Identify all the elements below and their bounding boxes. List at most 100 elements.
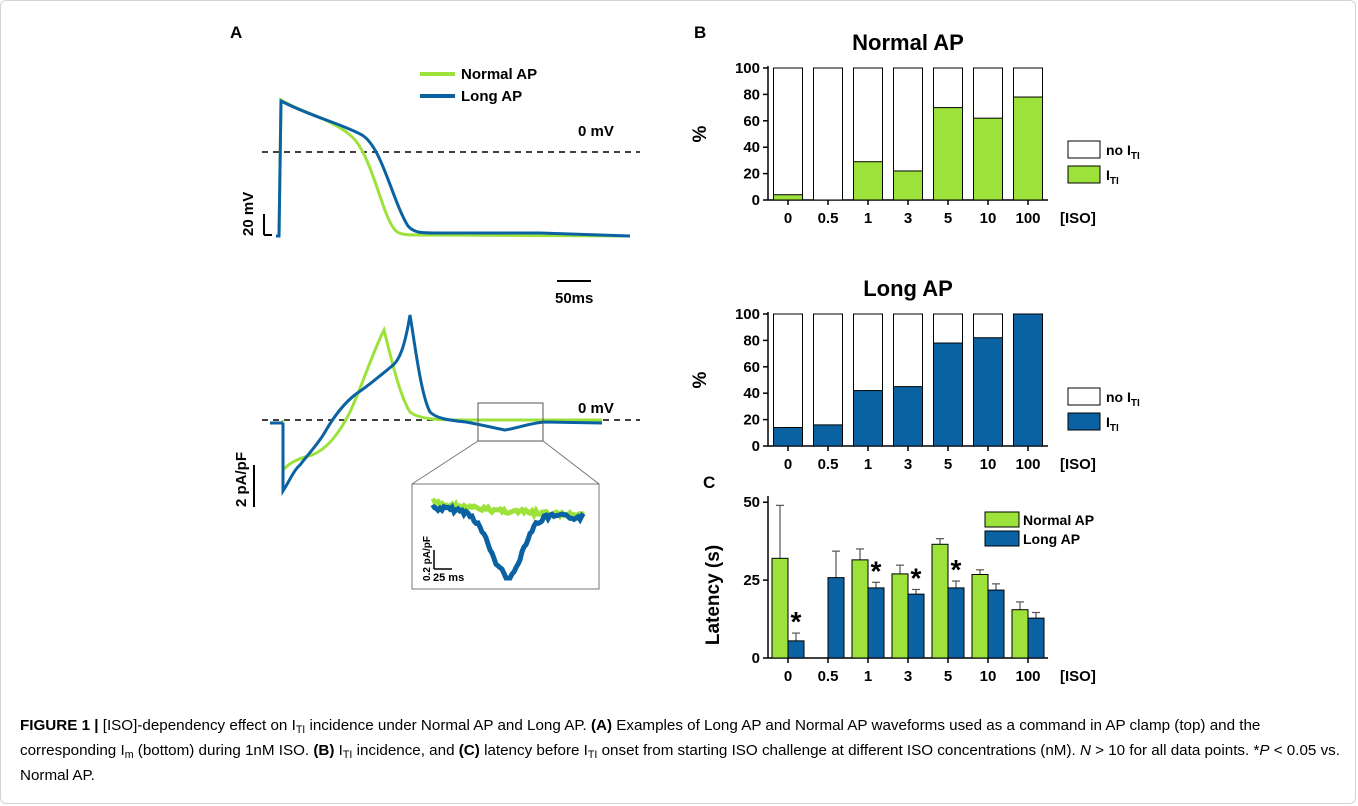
x-tick-label: 1 [864, 210, 872, 227]
x-tick-label: 3 [904, 210, 912, 227]
caption-text: onset from starting ISO challenge at dif… [597, 742, 1080, 759]
x-tick-label: 0.5 [818, 668, 839, 685]
voltage-scale-label: 20 mV [240, 192, 257, 236]
y-tick-label: 40 [743, 385, 760, 402]
bar-iti [773, 194, 803, 201]
caption-text: Examples of Long AP and Normal AP wavefo… [20, 717, 1261, 759]
significance-star: * [911, 562, 922, 593]
bar-iti [1013, 96, 1043, 201]
bar-iti [853, 161, 883, 201]
caption-fig-label: FIGURE 1 | [20, 717, 99, 734]
inset-long-trace [430, 502, 586, 581]
caption-panel-ref: (C) [458, 742, 480, 759]
caption-text: < 0.05 vs. Normal AP. [20, 742, 1340, 784]
x-tick-label: 3 [904, 668, 912, 685]
inset-current-scale-label: 0.2 pA/pF [422, 536, 433, 581]
significance-star: * [791, 606, 802, 637]
significance-star: * [871, 555, 882, 586]
x-tick-label: 100 [1015, 210, 1040, 227]
x-axis-unit: [ISO] [1060, 456, 1096, 473]
bar-iti [933, 342, 963, 447]
zoom-projection-right [542, 440, 600, 485]
bar-normal-ap [851, 559, 869, 659]
bar-iti [853, 390, 883, 447]
legend-no-iti-swatch [1067, 140, 1101, 159]
x-tick-label: 0 [784, 456, 792, 473]
x-tick-label: 0 [784, 210, 792, 227]
bar-normal-ap [1011, 609, 1029, 659]
y-tick-label: 0 [752, 438, 760, 455]
caption-italic: N [1079, 742, 1091, 759]
bar-long-ap [907, 593, 925, 659]
legend-label: Long AP [1023, 531, 1080, 547]
bar-iti [893, 170, 923, 201]
x-tick-label: 1 [864, 456, 872, 473]
bar-iti [1013, 313, 1043, 447]
caption-text: (bottom) during 1nM ISO. [133, 742, 314, 759]
bar-long-ap [867, 587, 885, 659]
significance-star: * [951, 554, 962, 585]
bar-iti [813, 424, 843, 447]
y-axis-label: Latency (s) [703, 545, 724, 645]
bar-iti [933, 107, 963, 201]
panel-c: C Latency (s) 0 25 50 * 0 0.5 * 1 * 3 * 5 10 100 [ISO] N… [703, 473, 1096, 685]
x-tick-label: 0 [784, 668, 792, 685]
bar-no-iti [773, 313, 803, 447]
y-tick-label: 50 [743, 494, 760, 511]
bar-long-ap [787, 640, 805, 659]
zoom-region-box [477, 402, 544, 442]
bar-long-ap [987, 589, 1005, 659]
x-tick-label: 1 [864, 668, 872, 685]
y-tick-label: 100 [735, 60, 760, 77]
x-tick-label: 10 [980, 668, 997, 685]
legend-long-label: Long AP [461, 88, 522, 105]
x-tick-label: 100 [1015, 668, 1040, 685]
bottom-zero-label: 0 mV [578, 400, 614, 417]
bar-no-iti [813, 67, 843, 201]
bar-normal-ap [771, 557, 789, 659]
y-tick-label: 0 [752, 650, 760, 667]
chart-latency: Latency (s) 0 25 50 * 0 0.5 * 1 * 3 * 5 10 100 [ISO] Nor… [703, 494, 1096, 685]
bar-iti [973, 337, 1003, 447]
caption-sub: TI [295, 724, 306, 736]
chart-normal-ap: Normal AP% 0 20 40 60 80 100 0 0.5 1 3 5 10 100 [ISO] n… [690, 30, 1140, 227]
y-tick-label: 100 [735, 306, 760, 323]
legend-no-iti-swatch [1067, 387, 1101, 406]
bar-iti [773, 427, 803, 447]
bar-long-ap [1027, 617, 1045, 659]
top-zero-label: 0 mV [578, 123, 614, 140]
x-tick-label: 5 [944, 668, 952, 685]
x-tick-label: 0.5 [818, 456, 839, 473]
caption-text: incidence, and [352, 742, 459, 759]
zoom-projection-left [411, 440, 479, 485]
y-tick-label: 20 [743, 166, 760, 183]
caption-text: I [334, 742, 343, 759]
current-scale-label: 2 pA/pF [233, 452, 250, 507]
bar-normal-ap [971, 574, 989, 659]
legend-normal-label: Normal AP [461, 66, 537, 83]
time-scale-label: 50ms [555, 290, 593, 307]
legend-swatch [984, 530, 1020, 547]
caption-sub: TI [587, 749, 598, 761]
legend-no-iti-label: no ITI [1106, 389, 1140, 409]
caption-panel-ref: (B) [313, 742, 335, 759]
bar-no-iti [773, 67, 803, 201]
panel-b-label: B [694, 23, 706, 42]
legend-iti-swatch [1067, 412, 1101, 431]
y-axis-label: % [690, 371, 711, 388]
panel-a: A Normal AP Long AP 0 mV 20 mV 50ms 0 mV… [230, 23, 640, 590]
bar-long-ap [827, 577, 845, 659]
panel-c-label: C [703, 473, 715, 492]
chart-title: Long AP [863, 276, 953, 301]
figure-1: A Normal AP Long AP 0 mV 20 mV 50ms 0 mV… [230, 23, 1140, 685]
bar-long-ap [947, 587, 965, 659]
bar-iti [973, 117, 1003, 201]
x-tick-label: 10 [980, 210, 997, 227]
x-tick-label: 3 [904, 456, 912, 473]
y-tick-label: 80 [743, 332, 760, 349]
long-current-trace [281, 314, 603, 497]
panel-a-label: A [230, 23, 242, 42]
x-axis-unit: [ISO] [1060, 210, 1096, 227]
caption-text: incidence under Normal AP and Long AP. [305, 717, 591, 734]
